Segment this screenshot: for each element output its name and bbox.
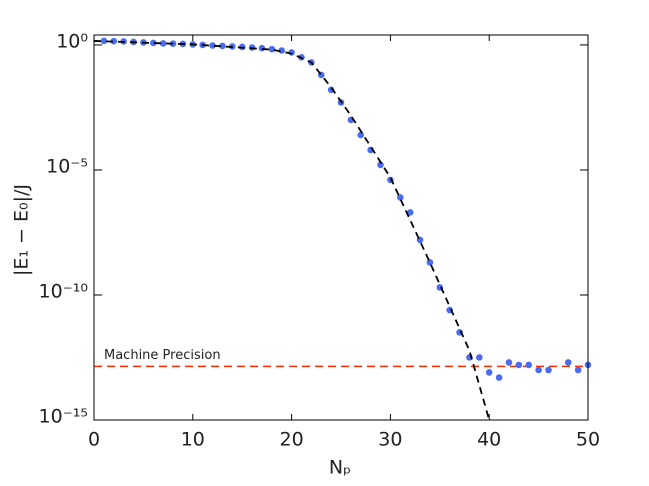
y-axis-label: |E₁ − E₀|/J bbox=[11, 184, 33, 276]
data-point bbox=[357, 131, 365, 139]
data-point bbox=[485, 369, 493, 376]
data-point bbox=[495, 374, 503, 381]
machine-precision-label: Machine Precision bbox=[104, 348, 221, 363]
x-tick-label: 10 bbox=[181, 429, 205, 451]
data-point bbox=[564, 359, 572, 366]
x-tick-label: 30 bbox=[378, 429, 402, 451]
y-tick-label: 10⁻⁵ bbox=[46, 155, 88, 177]
y-tick-label: 10⁰ bbox=[56, 30, 88, 52]
x-axis-label: Nₚ bbox=[329, 457, 351, 479]
data-point bbox=[327, 86, 335, 94]
data-point bbox=[574, 366, 582, 374]
data-point bbox=[377, 161, 384, 169]
data-point bbox=[169, 40, 177, 48]
data-point bbox=[545, 366, 552, 374]
data-point bbox=[406, 209, 414, 216]
data-point bbox=[426, 259, 434, 266]
data-point bbox=[149, 39, 157, 47]
data-point bbox=[100, 37, 108, 45]
data-point bbox=[268, 45, 276, 53]
data-point bbox=[535, 366, 542, 374]
data-point bbox=[396, 194, 404, 201]
data-point bbox=[110, 37, 118, 45]
y-tick-label: 10⁻¹⁰ bbox=[39, 280, 88, 302]
y-tick-label: 10⁻¹⁵ bbox=[39, 406, 88, 428]
x-tick-label: 40 bbox=[477, 429, 501, 451]
x-tick-label: 0 bbox=[88, 429, 100, 451]
data-point bbox=[209, 42, 216, 49]
x-tick-label: 20 bbox=[280, 429, 304, 451]
data-point bbox=[159, 40, 167, 47]
plot-frame bbox=[93, 34, 589, 421]
x-tick-label: 50 bbox=[576, 429, 600, 451]
data-point bbox=[219, 42, 226, 50]
data-point bbox=[476, 354, 483, 361]
data-point bbox=[515, 361, 523, 369]
data-point bbox=[525, 361, 533, 369]
data-point bbox=[505, 359, 513, 366]
fit-line bbox=[94, 40, 491, 420]
